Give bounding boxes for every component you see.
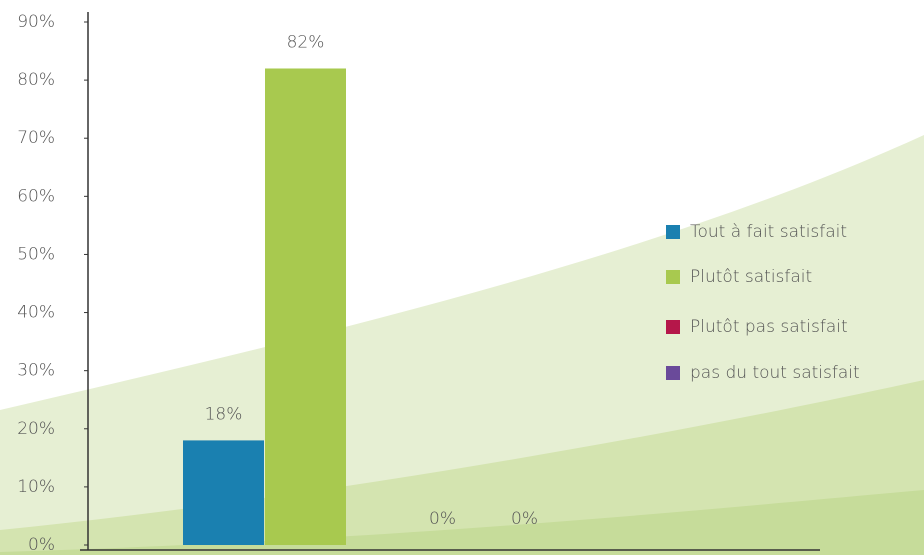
data-label: 18% (205, 404, 243, 424)
legend-swatch (666, 270, 680, 284)
y-tick-label: 40% (17, 303, 55, 323)
legend-label: pas du tout satisfait (690, 363, 860, 383)
data-label: 0% (429, 509, 456, 529)
y-tick-label: 30% (17, 361, 55, 381)
y-tick-label: 60% (17, 186, 55, 206)
legend-swatch (666, 366, 680, 380)
y-tick-label: 70% (17, 128, 55, 148)
legend-swatch (666, 320, 680, 334)
y-tick-label: 20% (17, 419, 55, 439)
background-swoosh (0, 490, 924, 555)
legend-label: Plutôt satisfait (690, 267, 812, 287)
y-tick-label: 0% (28, 535, 55, 555)
legend-label: Plutôt pas satisfait (690, 317, 848, 337)
legend-swatch (666, 225, 680, 239)
y-tick-label: 90% (17, 12, 55, 32)
y-tick-label: 10% (17, 477, 55, 497)
data-label: 0% (511, 509, 538, 529)
data-label: 82% (287, 32, 325, 52)
y-tick-label: 50% (17, 244, 55, 264)
legend-label: Tout à fait satisfait (690, 222, 847, 242)
y-tick-label: 80% (17, 70, 55, 90)
bar (183, 440, 264, 545)
bar (265, 68, 346, 545)
